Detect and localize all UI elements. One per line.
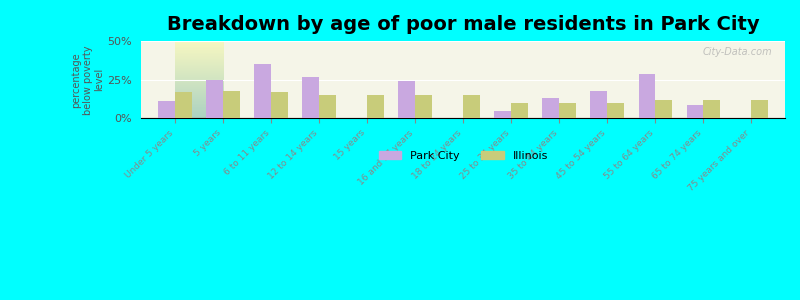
- Bar: [542, 98, 559, 118]
- Bar: [302, 77, 319, 118]
- Title: Breakdown by age of poor male residents in Park City: Breakdown by age of poor male residents …: [167, 15, 759, 34]
- Bar: [206, 80, 223, 119]
- Legend: Park City, Illinois: Park City, Illinois: [374, 147, 552, 166]
- Bar: [638, 74, 655, 118]
- Bar: [751, 100, 768, 118]
- Bar: [655, 100, 672, 118]
- Bar: [703, 100, 720, 118]
- Bar: [223, 91, 240, 118]
- Bar: [271, 92, 288, 118]
- Bar: [175, 92, 192, 118]
- Bar: [494, 111, 511, 119]
- Bar: [511, 103, 528, 118]
- Text: City-Data.com: City-Data.com: [702, 47, 772, 57]
- Bar: [607, 103, 624, 118]
- Bar: [319, 95, 336, 119]
- Bar: [559, 103, 576, 118]
- Bar: [463, 95, 480, 119]
- Bar: [590, 91, 607, 118]
- Bar: [367, 95, 384, 119]
- Bar: [254, 64, 271, 118]
- Bar: [158, 101, 175, 118]
- Bar: [686, 104, 703, 118]
- Y-axis label: percentage
below poverty
level: percentage below poverty level: [71, 45, 104, 115]
- Bar: [415, 95, 432, 119]
- Bar: [398, 81, 415, 119]
